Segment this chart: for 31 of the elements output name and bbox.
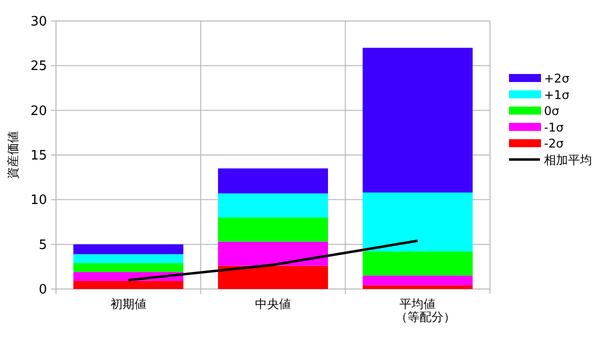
y-tick-label: 10: [30, 193, 47, 208]
bar: [218, 168, 328, 194]
x-tick-label: 中央値: [255, 297, 291, 311]
legend-label: 0σ: [544, 104, 560, 118]
bar: [73, 263, 184, 272]
bar: [73, 244, 184, 254]
bar: [362, 285, 473, 289]
legend-label: +1σ: [544, 88, 570, 102]
bar: [362, 276, 473, 286]
y-tick-label: 20: [30, 104, 47, 119]
legend-label: -1σ: [544, 120, 564, 134]
legend-label: 相加平均: [544, 153, 592, 167]
legend-label: -2σ: [544, 136, 564, 151]
bar: [218, 218, 328, 242]
y-tick-label: 0: [38, 282, 47, 298]
bar: [218, 193, 328, 218]
x-tick-label: 初期値: [110, 297, 146, 311]
bar: [218, 266, 328, 289]
y-tick-label: 15: [30, 148, 47, 164]
y-tick-label: 25: [30, 59, 47, 74]
x-tick-label: 平均値（等配分）: [396, 297, 456, 324]
y-axis-title: 資産価値: [6, 131, 20, 179]
y-tick-label: 30: [30, 14, 47, 30]
legend-label: +2σ: [544, 72, 570, 86]
y-tick-label: 5: [38, 238, 47, 253]
bar: [73, 280, 184, 289]
bar: [218, 242, 328, 266]
bar: [73, 254, 184, 264]
bar: [362, 48, 473, 193]
bar: [362, 192, 473, 252]
bar: [362, 251, 473, 276]
